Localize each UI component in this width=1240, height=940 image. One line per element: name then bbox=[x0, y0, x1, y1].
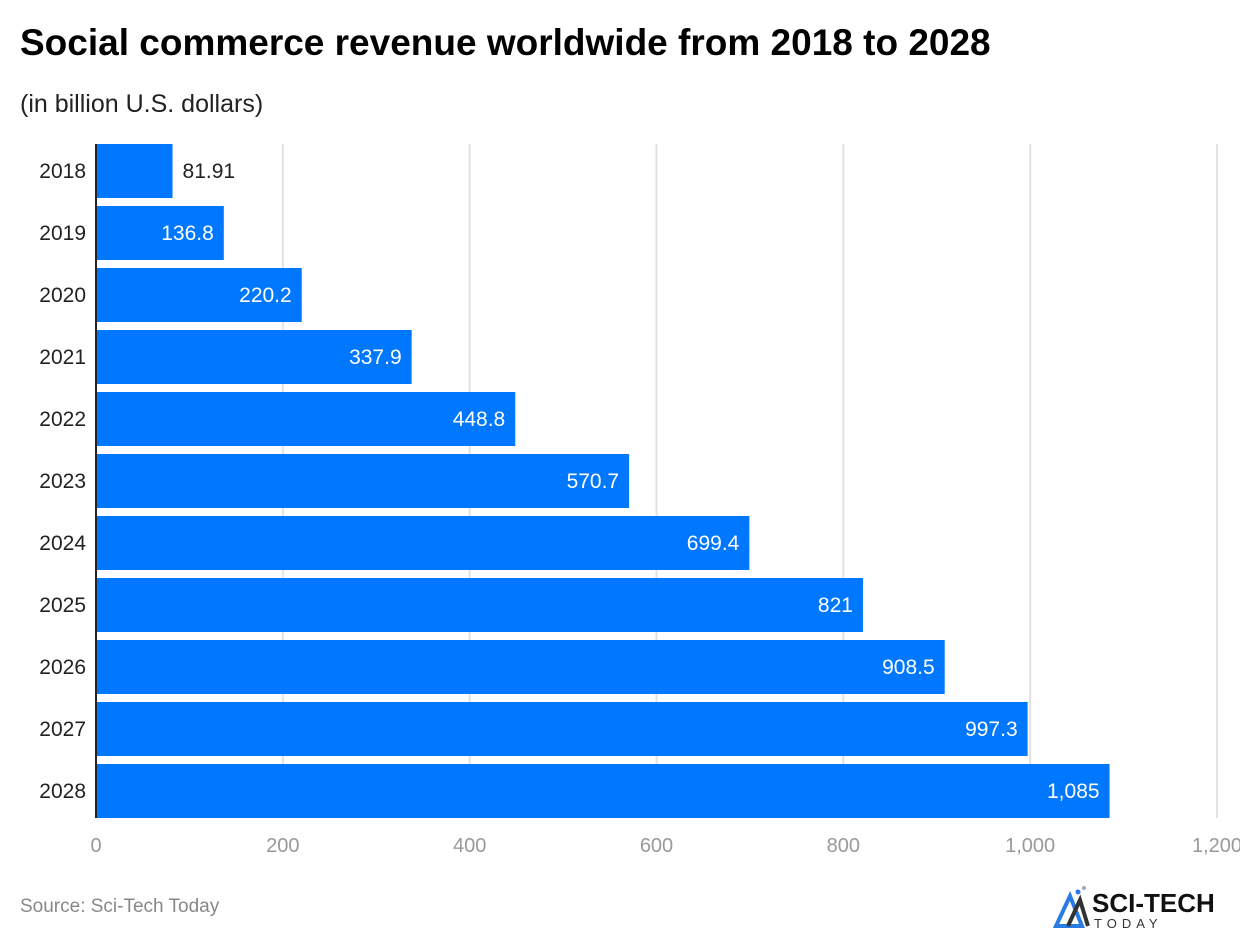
data-label: 81.91 bbox=[183, 160, 236, 183]
y-category-label: 2019 bbox=[39, 222, 86, 245]
y-category-label: 2028 bbox=[39, 780, 86, 803]
x-tick-label: 400 bbox=[453, 835, 486, 857]
data-label: 997.3 bbox=[965, 718, 1018, 741]
source-note: Source: Sci-Tech Today bbox=[20, 896, 220, 917]
bar bbox=[96, 144, 173, 198]
x-tick-label: 200 bbox=[266, 835, 299, 857]
bar bbox=[96, 516, 750, 570]
svg-text:TODAY: TODAY bbox=[1094, 916, 1163, 930]
x-tick-label: 0 bbox=[90, 835, 101, 857]
x-tick-label: 1,000 bbox=[1005, 835, 1055, 857]
bar bbox=[96, 206, 224, 260]
x-tick-label: 1,200 bbox=[1192, 835, 1240, 857]
y-category-label: 2027 bbox=[39, 718, 86, 741]
data-label: 448.8 bbox=[453, 408, 506, 431]
bar bbox=[96, 268, 302, 322]
data-label: 337.9 bbox=[349, 346, 402, 369]
y-category-label: 2025 bbox=[39, 594, 86, 617]
bar bbox=[96, 454, 630, 508]
x-tick-label: 800 bbox=[827, 835, 860, 857]
data-label: 821 bbox=[818, 594, 853, 617]
bar bbox=[96, 330, 412, 384]
data-label: 1,085 bbox=[1047, 780, 1100, 803]
bar bbox=[96, 640, 945, 694]
bar bbox=[96, 702, 1028, 756]
chart-subtitle: (in billion U.S. dollars) bbox=[20, 90, 264, 118]
data-label: 220.2 bbox=[239, 284, 292, 307]
bar bbox=[96, 764, 1110, 818]
y-category-label: 2022 bbox=[39, 408, 86, 431]
y-category-label: 2020 bbox=[39, 284, 86, 307]
y-category-label: 2024 bbox=[39, 532, 86, 555]
y-category-label: 2021 bbox=[39, 346, 86, 369]
x-tick-label: 600 bbox=[640, 835, 673, 857]
y-category-label: 2026 bbox=[39, 656, 86, 679]
svg-text:SCI-TECH: SCI-TECH bbox=[1092, 888, 1215, 918]
bar-chart: 0 200 400 600 800 1,000 1,200 2018 81.91 2019 136.… bbox=[39, 144, 1240, 857]
data-label: 136.8 bbox=[161, 222, 214, 245]
sci-tech-today-logo: SCI-TECH TODAY bbox=[1052, 886, 1215, 930]
y-category-label: 2018 bbox=[39, 160, 86, 183]
data-label: 570.7 bbox=[567, 470, 620, 493]
bar bbox=[96, 578, 863, 632]
chart-title: Social commerce revenue worldwide from 2… bbox=[20, 22, 991, 63]
bar bbox=[96, 392, 516, 446]
data-label: 699.4 bbox=[687, 532, 740, 555]
data-label: 908.5 bbox=[882, 656, 935, 679]
y-category-label: 2023 bbox=[39, 470, 86, 493]
